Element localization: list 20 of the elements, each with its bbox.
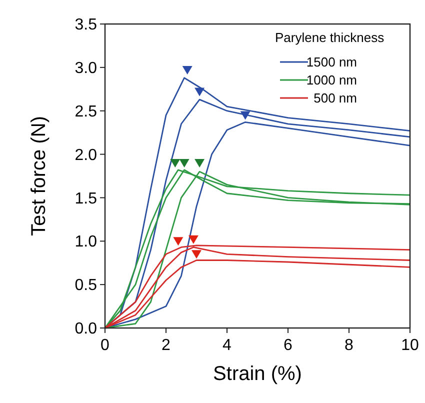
legend-label: 1000 nm — [306, 72, 357, 88]
y-axis-title: Test force (N) — [28, 116, 50, 236]
x-axis-title: Strain (%) — [213, 363, 302, 385]
y-tick-label: 0.0 — [74, 320, 98, 338]
y-tick-label: 2.5 — [74, 103, 98, 120]
y-tick-label: 1.0 — [74, 234, 98, 251]
x-tick-label: 10 — [401, 337, 419, 354]
legend-label: 500 nm — [314, 90, 357, 106]
y-tick-label: 3.5 — [74, 16, 98, 34]
x-tick-label: 4 — [222, 337, 232, 354]
legend-title: Parylene thickness — [275, 30, 385, 45]
x-tick-label: 2 — [162, 337, 171, 354]
legend-label: 1500 nm — [306, 54, 357, 70]
x-tick-label: 6 — [284, 337, 293, 354]
x-tick-label: 0 — [100, 337, 110, 354]
y-tick-label: 0.5 — [74, 277, 98, 294]
y-tick-label: 2.0 — [74, 146, 98, 164]
y-tick-label: 1.5 — [74, 190, 98, 208]
x-tick-label: 8 — [344, 337, 354, 354]
y-tick-label: 3.0 — [74, 60, 98, 78]
